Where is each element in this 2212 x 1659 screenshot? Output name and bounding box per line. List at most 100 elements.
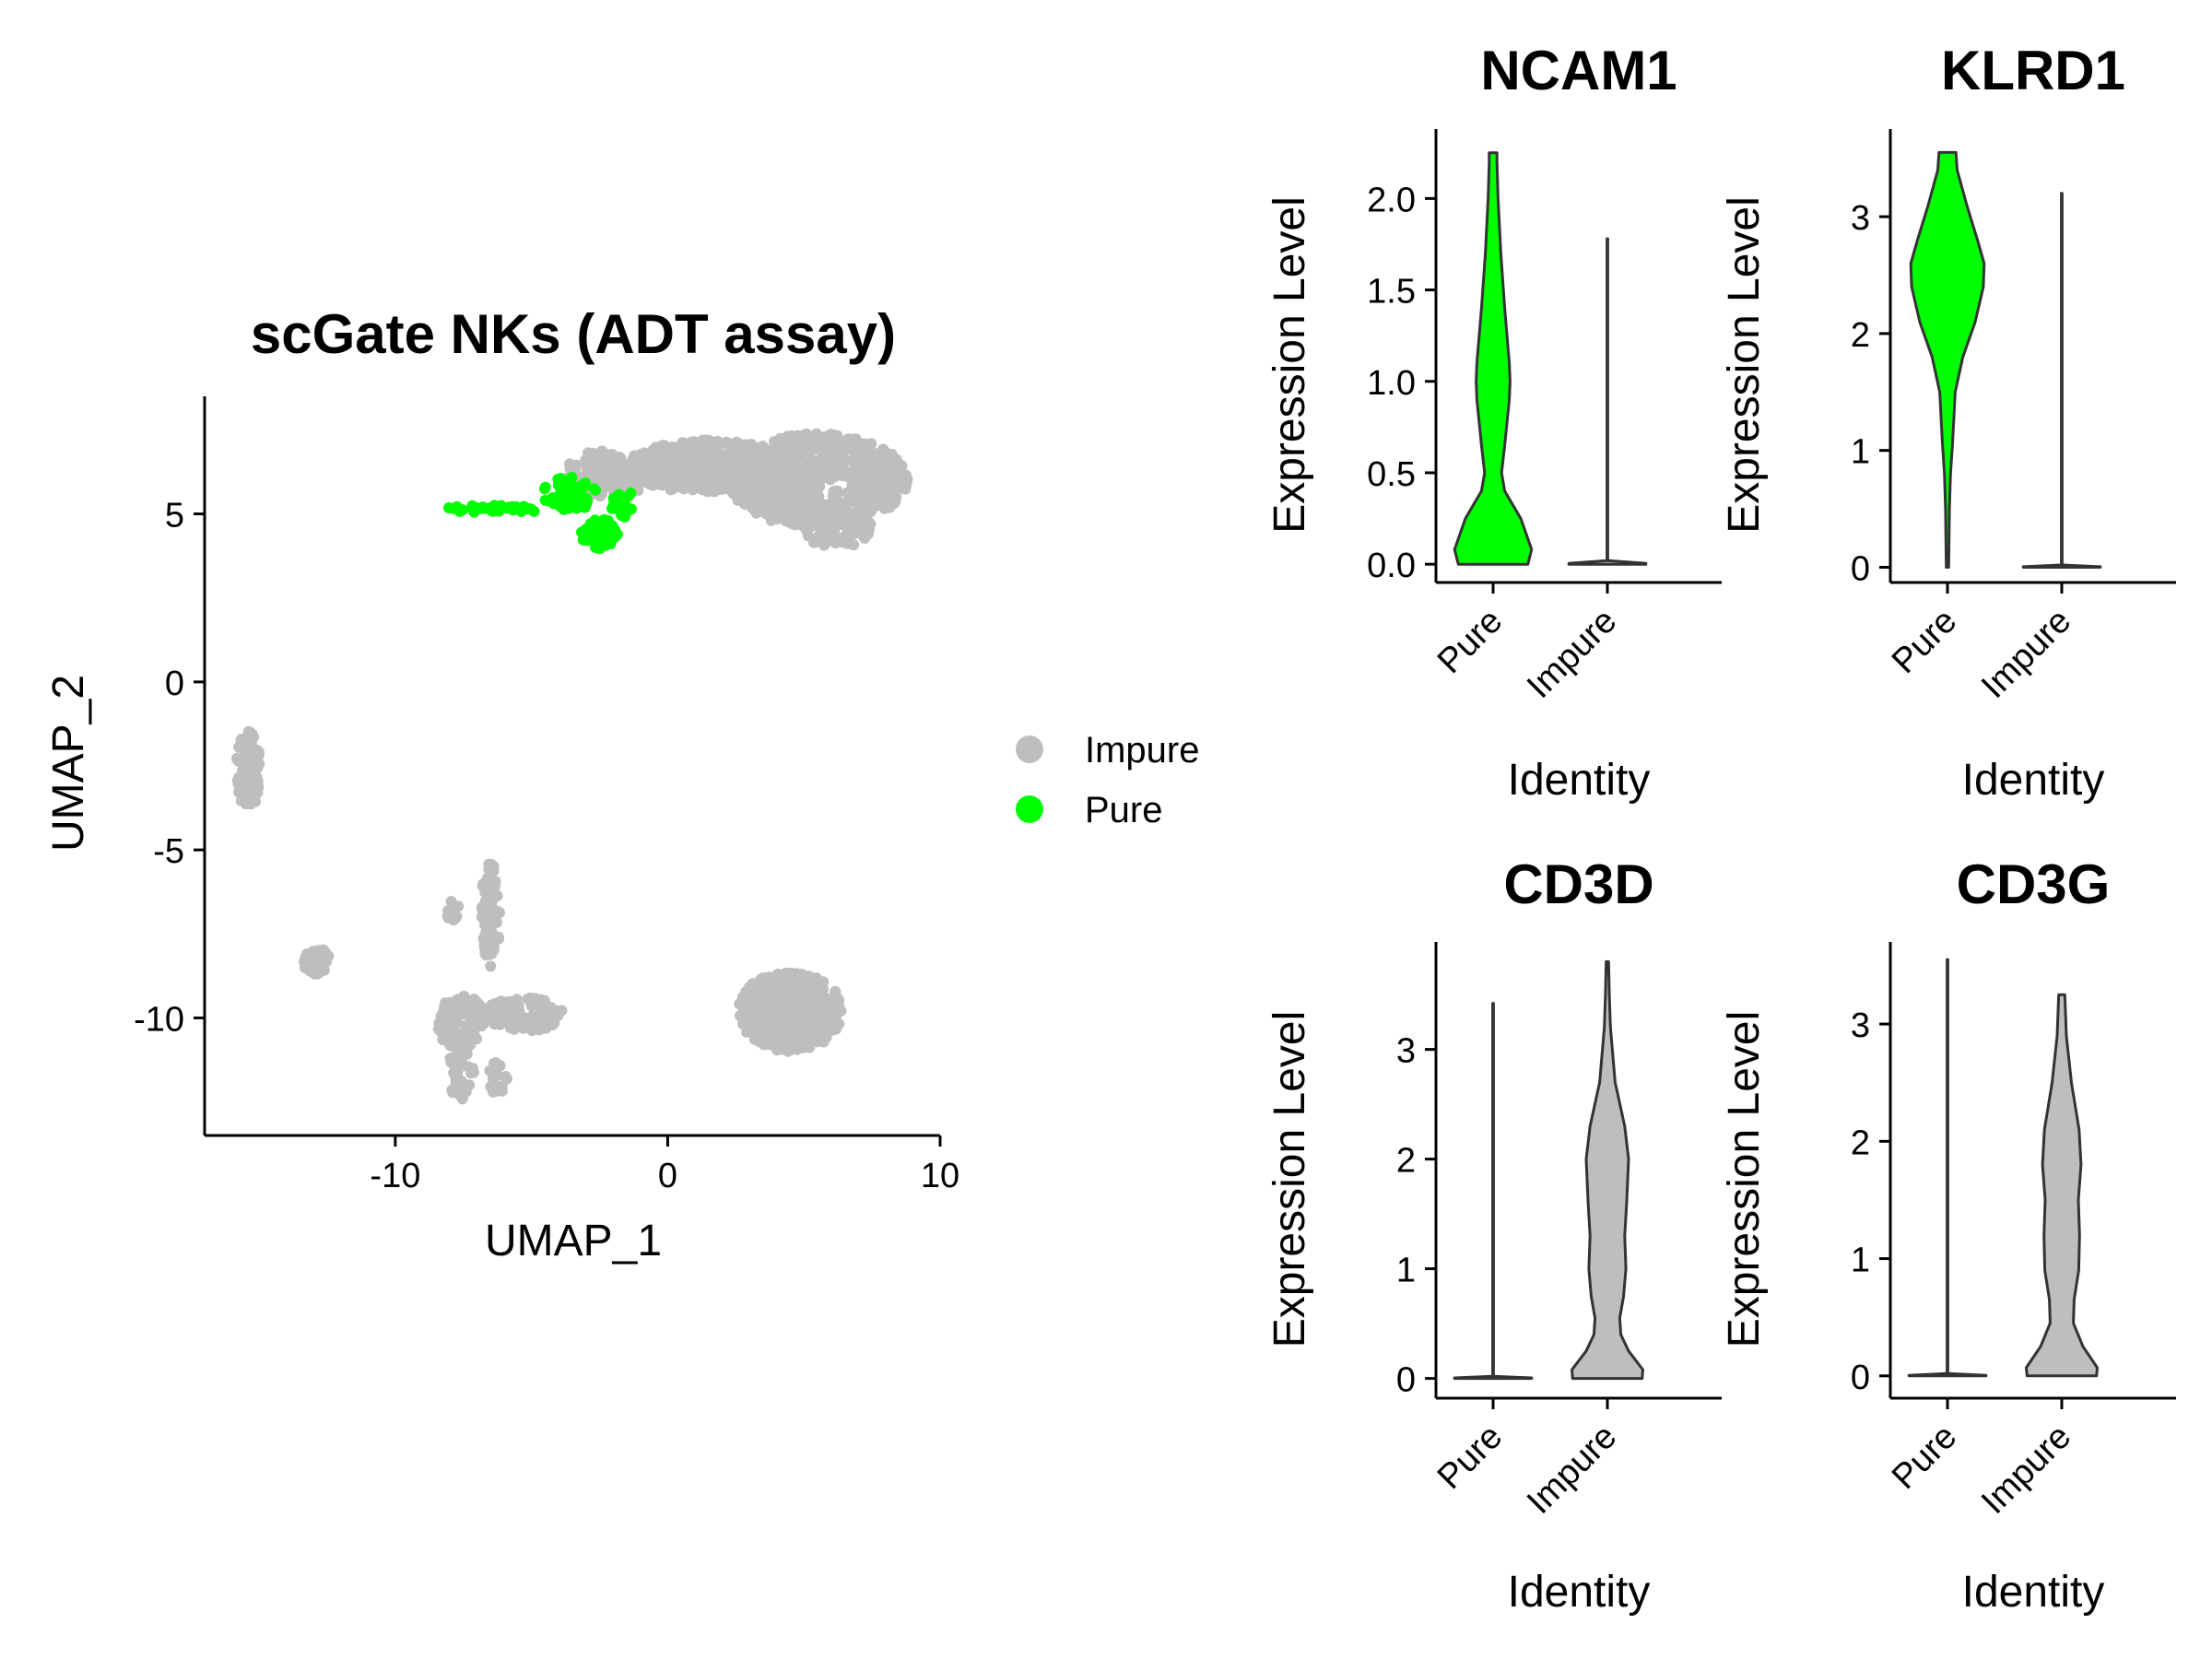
impure-cell-point [820, 1031, 832, 1043]
impure-cell-point [538, 994, 550, 1006]
impure-cell-point [515, 1018, 527, 1030]
impure-cell-point [547, 1012, 559, 1024]
pure-cell-point [539, 483, 550, 495]
pure-cell-point [616, 508, 628, 520]
impure-cell-point [751, 474, 763, 486]
impure-cell-point [685, 436, 697, 448]
impure-cell-point [709, 480, 720, 492]
impure-cell-point [747, 465, 759, 476]
violin-y-tick-label: 0 [1396, 1361, 1416, 1400]
impure-cell-point [233, 786, 245, 798]
violin-y-tick-label: 0.5 [1367, 455, 1416, 494]
violin-y-tick-label: 2 [1851, 1124, 1870, 1162]
umap-title: scGate NKs (ADT assay) [251, 303, 896, 365]
violin-y-tick-label: 0 [1851, 1359, 1870, 1397]
impure-cell-point [533, 1009, 545, 1021]
umap-y-axis-label: UMAP_2 [44, 675, 93, 852]
impure-cell-point [765, 979, 777, 991]
impure-cell-point [863, 516, 875, 528]
impure-cell-point [244, 773, 256, 785]
impure-cell-point [769, 436, 781, 448]
impure-cell-point [448, 1004, 460, 1015]
impure-cell-point [790, 506, 802, 518]
impure-cell-point [772, 471, 784, 483]
impure-cell-point [448, 1056, 460, 1067]
pure-cell-point [590, 542, 601, 553]
impure-cell-point [814, 1018, 826, 1030]
impure-cell-point [771, 1027, 783, 1039]
impure-cell-point [568, 462, 580, 474]
impure-cell-point [816, 980, 828, 992]
impure-cell-point [446, 1084, 458, 1096]
impure-cell-point [848, 496, 860, 508]
impure-cell-point [829, 1024, 841, 1036]
umap-axes: -10 0 10 5 0 -5 -10 [134, 396, 959, 1195]
pure-cell-point [609, 531, 620, 543]
violin-y-tick-label: 0 [1851, 550, 1870, 589]
impure-cell-point [751, 1023, 763, 1035]
violin-y-tick-label: 1 [1396, 1252, 1416, 1290]
impure-cell-point [583, 448, 595, 459]
impure-cell-point [671, 461, 683, 473]
violin-impure [1567, 237, 1648, 566]
pure-cell-point [443, 502, 454, 513]
impure-cell-point [831, 467, 843, 479]
violin-x-axis-label: Identity [1962, 756, 2105, 805]
violin-pure [1453, 151, 1534, 566]
impure-cell-point [489, 876, 501, 888]
impure-cell-point [782, 463, 794, 475]
impure-cell-point [790, 1012, 802, 1024]
umap-x-tick-label: 0 [658, 1157, 677, 1195]
legend-impure-label: Impure [1085, 730, 1200, 771]
impure-cell-point [627, 459, 639, 471]
impure-cell-point [759, 992, 771, 1004]
impure-cell-point [810, 428, 822, 440]
impure-cell-point [777, 479, 789, 491]
impure-cell-point [747, 978, 759, 990]
impure-cell-point [846, 476, 858, 488]
impure-cell-point [747, 1009, 759, 1021]
violin-impure [2025, 993, 2099, 1378]
impure-cell-point [741, 1021, 753, 1033]
impure-cell-point [799, 1019, 811, 1031]
impure-cell-point [453, 900, 465, 912]
umap-points [231, 428, 913, 1105]
impure-cell-point [799, 436, 811, 448]
impure-cell-point [465, 1023, 477, 1035]
impure-cell-point [765, 1004, 777, 1016]
pure-cell-point [488, 502, 500, 514]
impure-cell-point [761, 458, 773, 470]
umap-legend: Impure Pure [1016, 730, 1200, 830]
impure-cell-point [846, 455, 858, 467]
impure-cell-point [603, 475, 615, 487]
impure-cell-point [747, 496, 759, 508]
pure-cell-point [539, 494, 551, 506]
impure-cell-point [665, 478, 677, 490]
impure-cell-point [245, 739, 257, 750]
impure-cell-point [817, 1003, 829, 1015]
violin-y-tick-label: 2 [1851, 316, 1870, 355]
impure-cell-point [698, 465, 710, 477]
impure-cell-point [874, 500, 886, 512]
impure-cell-point [485, 893, 497, 905]
impure-cell-point [694, 481, 706, 493]
impure-cell-point [490, 915, 502, 927]
impure-cell-point [483, 864, 495, 876]
impure-cell-point [485, 960, 497, 972]
impure-cell-point [647, 448, 659, 460]
impure-cell-point [810, 492, 822, 504]
violin-y-axis-label: Expression Level [1720, 196, 1769, 534]
violin-y-tick-label: 3 [1851, 1006, 1870, 1045]
impure-cell-point [817, 472, 829, 484]
impure-cell-point [312, 945, 324, 957]
impure-cell-point [828, 527, 840, 539]
impure-cell-point [764, 1039, 776, 1051]
impure-cell-point [721, 475, 733, 487]
violin-y-tick-label: 2.0 [1367, 181, 1416, 219]
impure-cell-point [462, 1061, 474, 1073]
impure-cell-point [456, 1046, 468, 1058]
impure-cell-point [441, 1024, 452, 1036]
impure-cell-point [822, 430, 834, 442]
impure-cell-point [480, 901, 492, 913]
impure-cell-point [480, 949, 492, 961]
